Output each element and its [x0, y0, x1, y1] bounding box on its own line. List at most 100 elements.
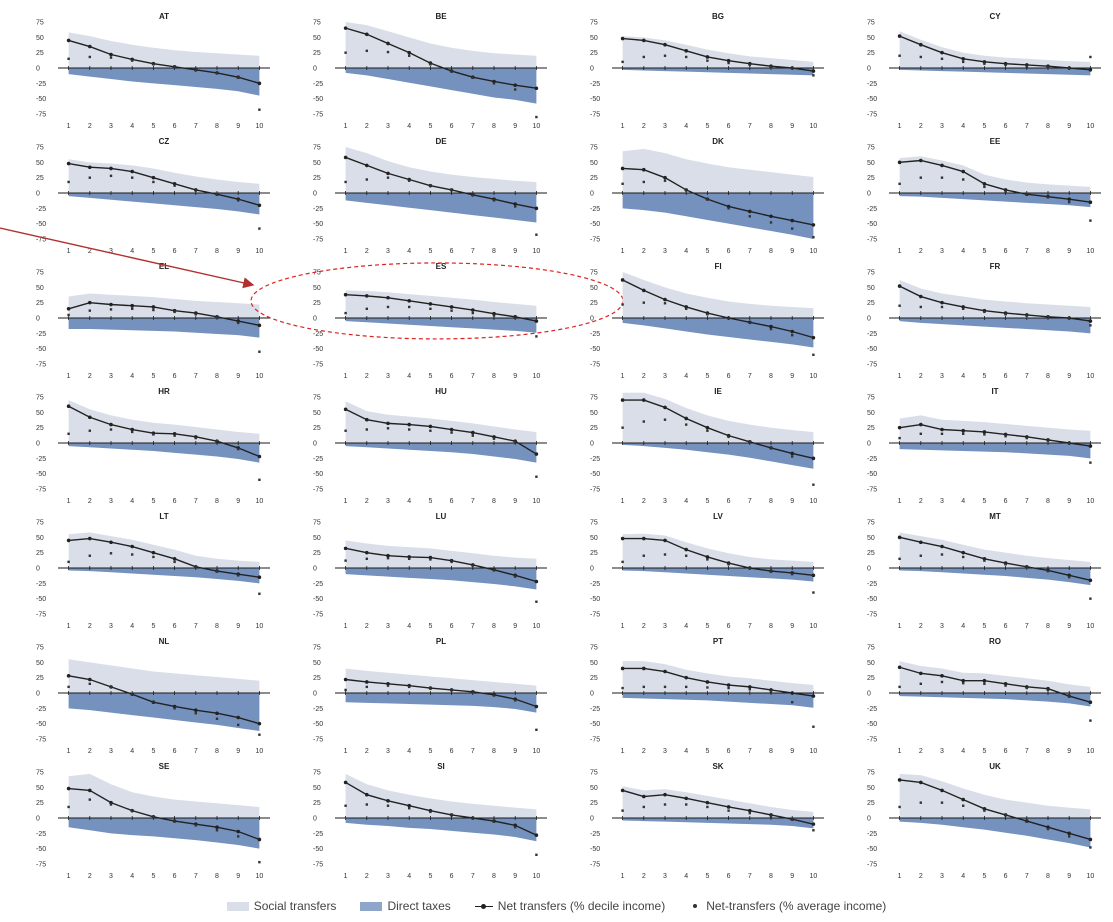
- x-tick-label: 2: [642, 623, 646, 630]
- y-tick-label: 25: [590, 425, 598, 432]
- x-tick-label: 4: [130, 248, 134, 255]
- net-transfers-point: [513, 83, 517, 87]
- net-transfers-point: [449, 427, 454, 432]
- x-tick-label: 2: [88, 873, 92, 880]
- net-avg-marker: [685, 554, 688, 557]
- direct-taxes-area: [345, 318, 537, 333]
- x-tick-label: 4: [961, 748, 965, 755]
- net-transfers-point: [1088, 200, 1093, 204]
- net-avg-marker: [450, 431, 453, 434]
- y-tick-label: -25: [590, 206, 600, 213]
- net-transfers-point: [620, 536, 625, 541]
- net-transfers-point: [790, 329, 794, 334]
- net-avg-marker: [237, 723, 240, 727]
- net-avg-marker: [152, 63, 155, 66]
- net-avg-marker: [642, 301, 645, 304]
- x-tick-label: 9: [790, 373, 794, 380]
- net-transfers-line: [68, 537, 260, 578]
- y-tick-label: 25: [867, 675, 875, 682]
- panel-cz: CZ 75 50 25 0 -25 -50 -75 1 2 3 4 5 6 7 8 9 10: [36, 137, 270, 255]
- y-tick-label: -25: [36, 81, 46, 88]
- net-transfers-point: [513, 202, 517, 206]
- x-tick-label: 5: [705, 873, 709, 880]
- legend-swatch-net-line: [474, 902, 493, 911]
- x-tick-label: 9: [790, 248, 794, 255]
- x-tick-label: 9: [236, 623, 240, 630]
- x-tick-label: 10: [533, 748, 541, 755]
- net-avg-marker: [919, 682, 922, 685]
- net-transfers-point: [620, 278, 625, 282]
- y-tick-label: 25: [36, 425, 44, 432]
- net-avg-marker: [131, 430, 134, 434]
- net-avg-marker: [386, 427, 390, 430]
- x-tick-label: 10: [1087, 373, 1095, 380]
- x-tick-label: 4: [961, 873, 965, 880]
- x-tick-label: 8: [215, 623, 219, 630]
- x-tick-label: 2: [365, 498, 369, 505]
- y-tick-label: 50: [313, 160, 321, 167]
- net-avg-marker: [621, 60, 624, 64]
- net-avg-marker: [898, 304, 901, 307]
- net-avg-marker: [152, 555, 155, 559]
- x-tick-label: 4: [407, 873, 411, 880]
- net-avg-marker: [706, 805, 709, 809]
- x-tick-label: 9: [1067, 498, 1071, 505]
- x-tick-label: 7: [748, 748, 752, 755]
- x-tick-label: 7: [194, 373, 198, 380]
- net-transfers-point: [961, 550, 965, 555]
- y-tick-label: 25: [590, 800, 598, 807]
- net-transfers-line: [345, 156, 537, 210]
- y-tick-label: -50: [36, 846, 46, 853]
- x-tick-label: 8: [1046, 748, 1050, 755]
- x-tick-label: 5: [428, 623, 432, 630]
- net-transfers-line: [622, 37, 814, 72]
- net-avg-marker: [471, 816, 474, 820]
- net-avg-marker: [663, 179, 667, 182]
- net-transfers-point: [811, 335, 816, 340]
- x-tick-label: 2: [88, 373, 92, 380]
- net-avg-marker: [940, 305, 944, 309]
- x-tick-label: 4: [407, 123, 411, 130]
- net-transfers-point: [940, 163, 944, 168]
- x-tick-label: 2: [919, 373, 923, 380]
- net-transfers-point: [705, 55, 710, 59]
- y-tick-label: 50: [313, 35, 321, 42]
- y-tick-label: -75: [590, 362, 600, 369]
- net-avg-marker: [1004, 684, 1007, 687]
- y-tick-label: -25: [867, 581, 877, 588]
- net-transfers-point: [343, 407, 348, 412]
- net-avg-marker: [492, 820, 496, 823]
- x-tick-label: 6: [727, 748, 731, 755]
- net-transfers-point: [919, 671, 923, 676]
- panel-ro: RO 75 50 25 0 -25 -50 -75 1 2 3 4 5 6 7 8 9 10: [867, 637, 1101, 755]
- net-transfers-point: [257, 575, 262, 579]
- net-avg-marker: [1089, 597, 1092, 600]
- net-avg-marker: [429, 558, 432, 561]
- net-avg-marker: [685, 188, 688, 192]
- y-tick-label: 0: [36, 191, 40, 198]
- net-avg-marker: [919, 801, 922, 804]
- x-tick-label: 9: [513, 248, 517, 255]
- net-avg-marker: [962, 178, 965, 181]
- y-tick-label: 75: [867, 145, 875, 152]
- net-avg-marker: [194, 824, 197, 827]
- x-tick-label: 6: [450, 748, 454, 755]
- x-tick-label: 2: [365, 873, 369, 880]
- net-avg-marker: [1025, 314, 1028, 317]
- panel-title-cy: CY: [989, 12, 1001, 21]
- x-tick-label: 10: [810, 248, 818, 255]
- y-tick-label: -50: [867, 596, 877, 603]
- net-avg-marker: [535, 600, 538, 603]
- x-tick-label: 9: [790, 873, 794, 880]
- net-avg-marker: [1025, 565, 1028, 568]
- net-avg-marker: [940, 553, 944, 556]
- net-avg-marker: [663, 685, 667, 689]
- x-tick-label: 7: [471, 623, 475, 630]
- net-avg-marker: [514, 440, 517, 443]
- x-tick-label: 8: [215, 373, 219, 380]
- social-transfers-area: [622, 661, 814, 693]
- net-avg-marker: [1046, 827, 1050, 831]
- net-avg-marker: [215, 829, 219, 832]
- net-transfers-point: [365, 417, 369, 422]
- y-tick-label: 75: [313, 270, 321, 277]
